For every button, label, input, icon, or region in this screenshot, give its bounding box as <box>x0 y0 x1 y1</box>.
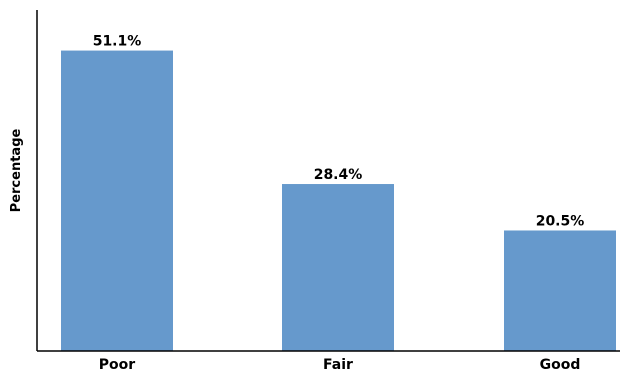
x-tick-label-fair: Fair <box>323 357 353 373</box>
value-labels-layer: 51.1% 28.4% 20.5% <box>93 34 585 230</box>
value-label-fair: 28.4% <box>314 167 363 183</box>
bars-layer <box>61 50 616 352</box>
x-tick-label-good: Good <box>540 357 581 373</box>
bar-poor <box>61 50 173 352</box>
bar-good <box>504 230 616 351</box>
x-tick-label-poor: Poor <box>99 357 135 373</box>
x-tick-labels-layer: Poor Fair Good <box>99 357 581 373</box>
bar-fair <box>282 184 394 351</box>
value-label-poor: 51.1% <box>93 34 142 50</box>
value-label-good: 20.5% <box>536 213 585 229</box>
y-axis-title: Percentage <box>9 129 24 213</box>
